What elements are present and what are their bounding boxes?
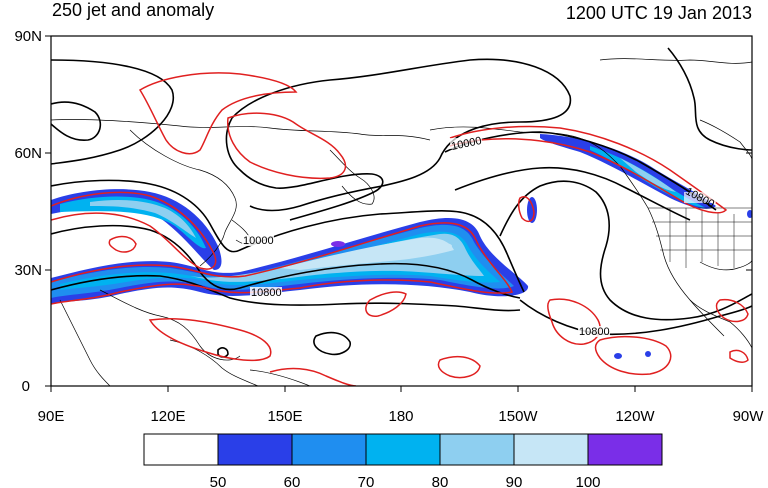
jet-blob-small-3: [747, 210, 752, 218]
colorbar-box-5: [513, 433, 589, 466]
contour-label-2: 10800: [251, 287, 282, 299]
coast-sea-asia: [99, 289, 241, 361]
lat-label-30n: 30N: [14, 262, 42, 279]
jet-blob-small-2: [645, 351, 651, 357]
colorbar-label-90: 90: [506, 474, 523, 488]
anomaly-contour-7: [365, 291, 407, 317]
colorbar-box-6: [587, 433, 663, 466]
coast-central-america: [689, 299, 752, 349]
lon-label-120e: 120E: [150, 408, 185, 425]
colorbar-label-50: 50: [210, 474, 227, 488]
jet-blob: [527, 197, 537, 223]
lat-label-0: 0: [22, 378, 30, 395]
anomaly-contour-2: [227, 112, 347, 180]
lon-label-180: 180: [388, 408, 413, 425]
lon-label-150w: 150W: [498, 408, 538, 425]
lat-label-60n: 60N: [14, 145, 42, 162]
height-contour-11: [519, 299, 752, 336]
lon-label-90e: 90E: [38, 408, 65, 425]
jet-highlight-1: [436, 243, 452, 249]
colorbar-box-1: [217, 433, 293, 466]
jet-blob-small-1: [614, 353, 622, 359]
anomaly-contour-9: [594, 335, 672, 376]
lon-label-90w: 90W: [733, 408, 765, 425]
colorbar-label-70: 70: [358, 474, 375, 488]
height-contour-13: [313, 331, 351, 356]
coast-asia-east: [129, 129, 237, 267]
anomaly-contour-5: [449, 125, 728, 214]
plot-title: 250 jet and anomaly: [52, 0, 215, 20]
anomaly-contour-1: [138, 72, 298, 155]
longitude-axis: 90E 120E 150E 180 150W 120W 90W: [38, 386, 765, 425]
coast-new-guinea: [249, 369, 311, 386]
colorbar-label-60: 60: [284, 474, 301, 488]
coast-hudson: [699, 119, 752, 161]
jet-shading: [51, 134, 752, 359]
height-contour-4: [225, 117, 384, 221]
jet-na-80: [620, 158, 676, 192]
height-contour-12: [667, 47, 752, 151]
lon-label-120w: 120W: [615, 408, 655, 425]
height-contour-7: [51, 274, 521, 312]
jet-asia-80: [90, 200, 196, 238]
height-contour-9: [454, 166, 691, 221]
anomaly-contour-3: [51, 191, 217, 270]
anomaly-contour-12: [269, 367, 357, 386]
contour-label-5: 10000: [450, 135, 482, 153]
colorbar-label-100: 100: [575, 474, 600, 488]
anomaly-contour-13: [108, 235, 137, 253]
state-boundaries: [648, 207, 752, 268]
height-contour-10: [499, 180, 752, 321]
height-contours: [51, 47, 752, 358]
contour-label-1: 10000: [243, 235, 274, 247]
coastlines: [51, 58, 752, 386]
height-contour-1: [51, 59, 175, 165]
height-contour-6: [51, 224, 521, 299]
coast-indochina: [59, 299, 111, 386]
anomaly-contours: [51, 72, 749, 386]
anomaly-contour-10: [715, 298, 749, 323]
colorbar: 50 60 70 80 90 100: [143, 433, 663, 488]
jet-core-100: [331, 241, 345, 247]
anomaly-contour-14: [729, 349, 749, 363]
colorbar-box-3: [365, 433, 441, 466]
map-plot-area: 10000 10800 10800 10800 10000: [51, 47, 752, 386]
anomaly-contour-6: [517, 196, 535, 223]
anomaly-contour-4: [51, 222, 514, 305]
colorbar-box-2: [291, 433, 367, 466]
contour-label-3: 10800: [579, 326, 610, 338]
lon-label-150e: 150E: [267, 408, 302, 425]
coast-gulf: [699, 259, 752, 271]
anomaly-contour-15: [437, 355, 481, 379]
latitude-axis: 90N 60N 30N 0: [14, 28, 752, 395]
coast-maritime: [169, 339, 259, 386]
coast-canada-north: [599, 58, 752, 64]
jet-band-90: [280, 237, 454, 270]
coast-asia-north: [51, 119, 431, 141]
jet-asia-50: [51, 189, 222, 270]
height-contour-5: [51, 179, 525, 293]
colorbar-box-0: [143, 433, 219, 466]
colorbar-box-4: [439, 433, 515, 466]
lat-label-90n: 90N: [14, 28, 42, 45]
anomaly-contour-11: [148, 317, 272, 362]
height-contour-3: [231, 58, 572, 212]
height-contour-2: [51, 101, 102, 141]
jet-asia-70: [60, 196, 206, 249]
plot-datetime: 1200 UTC 19 Jan 2013: [565, 3, 752, 23]
anomaly-contour-8: [547, 298, 601, 345]
height-contour-8: [444, 131, 717, 211]
colorbar-label-80: 80: [432, 474, 449, 488]
